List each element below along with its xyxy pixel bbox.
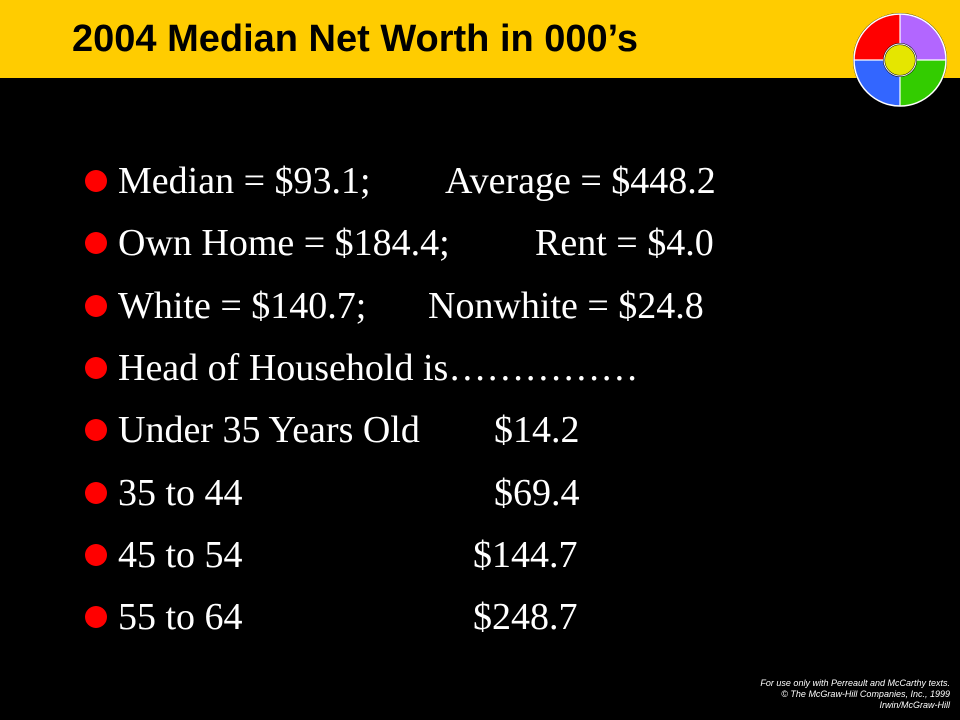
bullet-dot-icon bbox=[85, 481, 107, 504]
bullet-value: $248.7 bbox=[473, 596, 578, 639]
bullet-text: 55 to 64 bbox=[118, 596, 243, 639]
bullet-value: $14.2 bbox=[494, 409, 580, 452]
bullet-text: Under 35 Years Old bbox=[118, 409, 420, 452]
bullet-text: White = $140.7; bbox=[118, 284, 367, 327]
bullet-dot-icon bbox=[85, 606, 107, 629]
bullet-item: 55 to 64 $248.7 bbox=[85, 586, 638, 648]
bullet-text: Median = $93.1; bbox=[118, 160, 371, 203]
bullet-item: 45 to 54 $144.7 bbox=[85, 524, 638, 586]
bullet-value: Average = $448.2 bbox=[445, 160, 716, 203]
bullet-item: Under 35 Years Old $14.2 bbox=[85, 399, 638, 461]
bullet-dot-icon bbox=[85, 357, 107, 380]
bullet-dot-icon bbox=[85, 170, 107, 193]
copyright-footer: For use only with Perreault and McCarthy… bbox=[760, 678, 950, 711]
title-bar: 2004 Median Net Worth in 000’s bbox=[0, 0, 960, 78]
bullet-dot-icon bbox=[85, 419, 107, 442]
bullet-dot-icon bbox=[85, 294, 107, 317]
footer-line: © The McGraw-Hill Companies, Inc., 1999 bbox=[781, 689, 950, 699]
footer-line: For use only with Perreault and McCarthy… bbox=[760, 678, 950, 688]
color-wheel-logo-icon bbox=[853, 13, 947, 107]
bullet-list: Median = $93.1; Average = $448.2 Own Hom… bbox=[85, 150, 716, 648]
bullet-text: 35 to 44 bbox=[118, 471, 243, 514]
bullet-dot-icon bbox=[85, 543, 107, 566]
bullet-item: Head of Household is…………… bbox=[85, 337, 638, 399]
bullet-text: Head of Household is…………… bbox=[118, 347, 639, 390]
slide-title: 2004 Median Net Worth in 000’s bbox=[72, 18, 638, 60]
bullet-value: Rent = $4.0 bbox=[535, 222, 714, 265]
bullet-item: 35 to 44 $69.4 bbox=[85, 461, 638, 523]
bullet-value: Nonwhite = $24.8 bbox=[428, 284, 704, 327]
bullet-item: Own Home = $184.4; Rent = $4.0 bbox=[85, 212, 714, 274]
bullet-dot-icon bbox=[85, 232, 107, 255]
bullet-value: $69.4 bbox=[494, 471, 580, 514]
bullet-value: $144.7 bbox=[473, 533, 578, 576]
bullet-item: White = $140.7; Nonwhite = $24.8 bbox=[85, 275, 704, 337]
footer-line: Irwin/McGraw-Hill bbox=[879, 700, 951, 710]
bullet-item: Median = $93.1; Average = $448.2 bbox=[85, 150, 716, 212]
bullet-text: 45 to 54 bbox=[118, 533, 243, 576]
bullet-text: Own Home = $184.4; bbox=[118, 222, 450, 265]
